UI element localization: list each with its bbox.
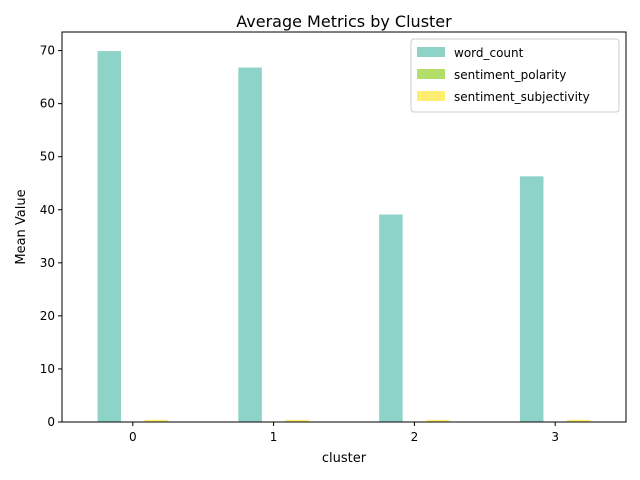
legend: word_count sentiment_polarity sentiment_su… — [410, 38, 620, 113]
y-tick-label: 40 — [40, 203, 55, 217]
legend-swatch — [417, 47, 445, 57]
legend-swatch — [417, 69, 445, 79]
bar-sentiment-subjectivity-cluster-3 — [566, 419, 591, 422]
x-tick-label: 0 — [129, 430, 137, 444]
y-tick-label: 0 — [47, 415, 55, 429]
y-tick-label: 30 — [40, 256, 55, 270]
legend-label: sentiment_subjectivity — [454, 90, 590, 104]
y-tick-label: 20 — [40, 309, 55, 323]
bar-sentiment-subjectivity-cluster-0 — [144, 419, 169, 422]
x-tick-label: 3 — [551, 430, 559, 444]
legend-label: sentiment_polarity — [454, 68, 566, 82]
bar-sentiment-subjectivity-cluster-2 — [426, 419, 450, 422]
y-tick-label: 70 — [40, 44, 55, 58]
chart-title: Average Metrics by Cluster — [236, 12, 452, 31]
plot-frame — [61, 31, 627, 423]
bar-word-count-cluster-2 — [379, 214, 403, 422]
y-tick-label: 50 — [40, 150, 55, 164]
x-tick-label: 2 — [411, 430, 419, 444]
x-tick-label: 1 — [270, 430, 278, 444]
bar-word-count-cluster-1 — [238, 67, 262, 423]
bar-sentiment-subjectivity-cluster-1 — [285, 419, 309, 422]
legend-swatch — [417, 91, 445, 101]
y-axis: 0 10 20 30 40 50 60 70 — [40, 44, 62, 429]
bars-group — [97, 51, 591, 423]
legend-label: word_count — [454, 46, 524, 60]
legend-box — [410, 38, 620, 113]
bar-word-count-cluster-0 — [97, 51, 122, 422]
bar-word-count-cluster-3 — [519, 176, 544, 422]
y-tick-label: 60 — [40, 97, 55, 111]
x-axis: 0 1 2 3 — [129, 422, 559, 444]
x-axis-label: cluster — [322, 451, 367, 466]
y-tick-label: 10 — [40, 362, 55, 376]
y-axis-label: Mean Value — [14, 189, 29, 264]
